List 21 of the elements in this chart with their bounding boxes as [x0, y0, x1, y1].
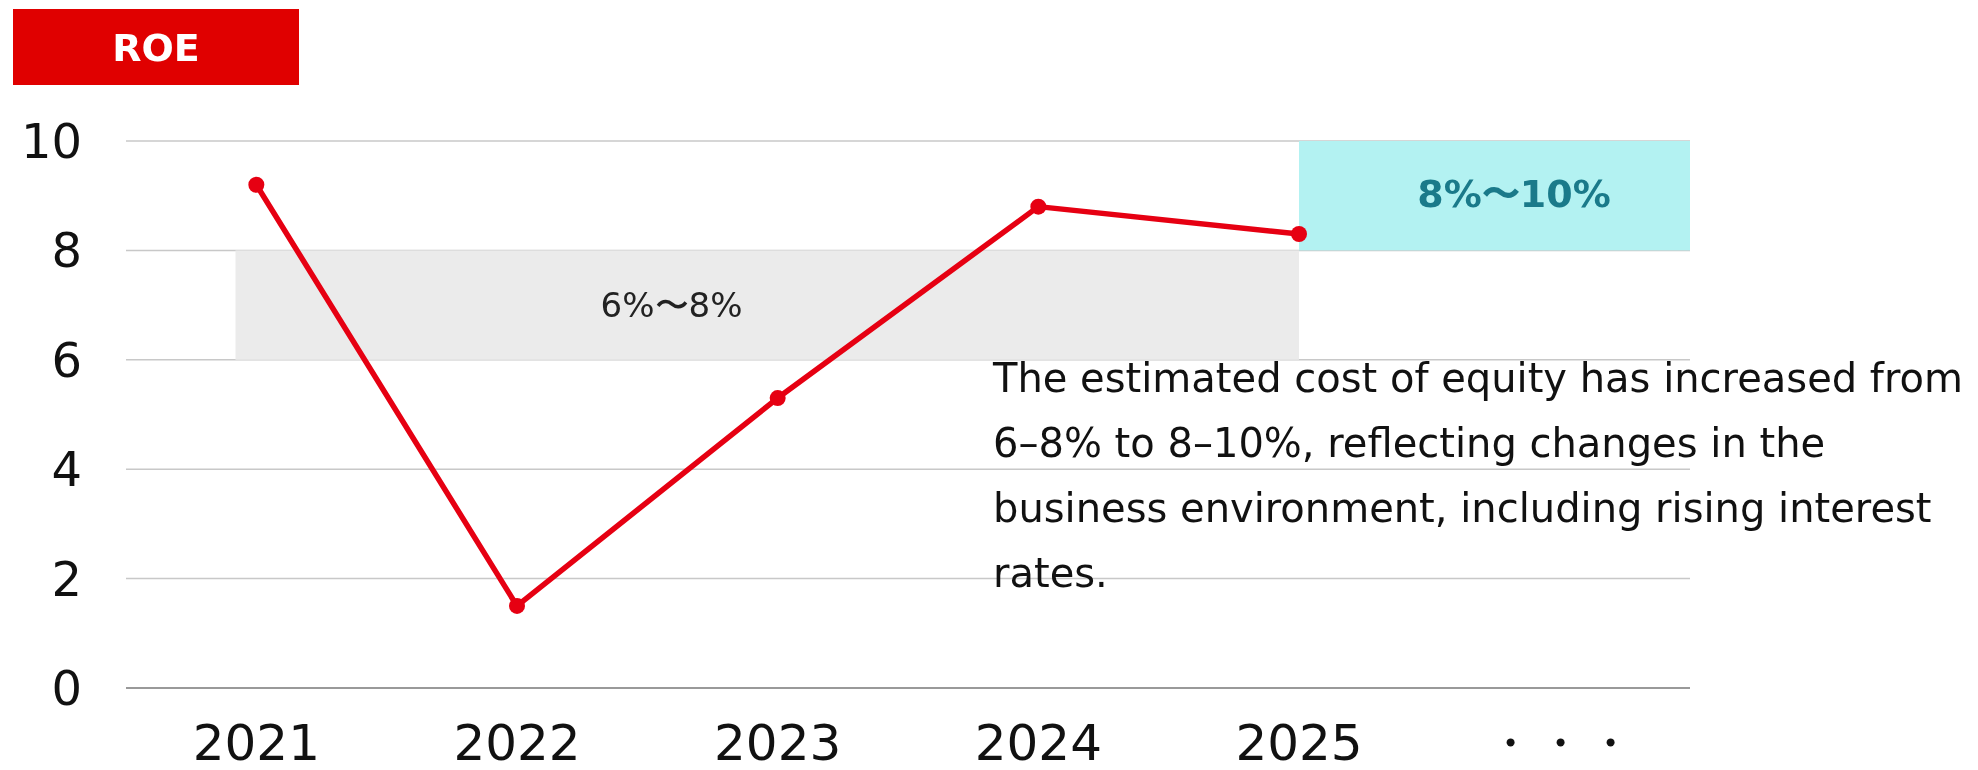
y-tick-label: 8	[51, 222, 82, 279]
y-tick-label: 4	[51, 441, 82, 498]
chart-title: ROE	[112, 26, 200, 70]
annotation: The estimated cost of equity has increased from 6–8% to 8–10%, reflecting changes in the business environment, including rising interest rates.	[992, 355, 1963, 596]
point	[1291, 225, 1307, 242]
point	[769, 390, 786, 407]
band-label: 8%〜10%	[1417, 171, 1611, 216]
point	[509, 597, 525, 614]
point	[248, 176, 265, 193]
x-tick-label: 2021	[192, 714, 320, 770]
point	[1030, 198, 1047, 215]
y-tick-label: 6	[51, 331, 82, 388]
band-label: 6%〜8%	[600, 285, 743, 326]
y-tick-label: 10	[20, 113, 82, 169]
x-tick-label: 2022	[453, 714, 581, 770]
x-tick-label: 2023	[714, 714, 842, 770]
x-tick-label: 2025	[1235, 714, 1363, 770]
y-tick-label: 0	[51, 660, 82, 716]
y-tick-label: 2	[51, 550, 82, 607]
x-tick-label: 2024	[974, 714, 1102, 770]
x-tick-label: ・・・	[1484, 714, 1635, 770]
